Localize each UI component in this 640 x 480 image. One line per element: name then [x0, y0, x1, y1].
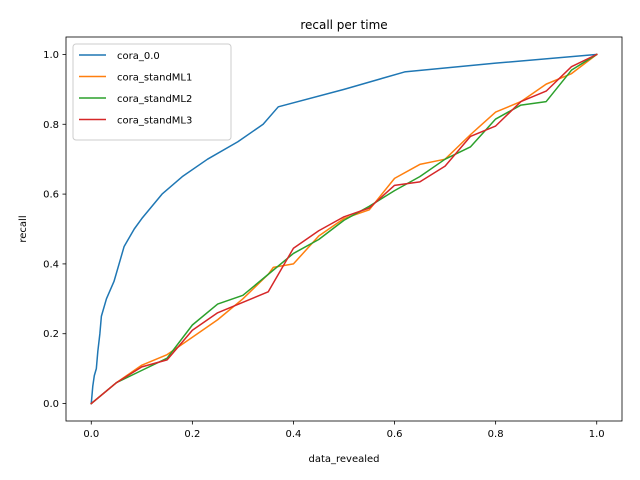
x-tick-label: 0.0	[83, 429, 99, 440]
legend-label: cora_0.0	[117, 51, 160, 62]
series-line-4	[90, 53, 598, 405]
axes: 0.0 0.2 0.4 0.6 0.8 1.0 0.0 0.2 0.4 0.6 0.8 1.0	[43, 36, 623, 440]
legend-box	[72, 43, 232, 141]
x-tick-label: 0.8	[488, 429, 504, 440]
chart-title: recall per time	[300, 18, 387, 32]
legend-label: cora_standML2	[117, 94, 192, 105]
legend: cora_0.0 cora_standML1 cora_standML2 cora_s…	[72, 43, 232, 141]
x-tick-label: 1.0	[589, 429, 605, 440]
legend-label: cora_standML3	[117, 116, 192, 127]
y-tick-label: 0.4	[43, 259, 59, 270]
y-axis-label: recall	[18, 215, 29, 242]
y-tick-label: 0.8	[43, 120, 59, 131]
legend-label: cora_standML1	[117, 73, 192, 84]
y-tick-label: 1.0	[43, 50, 59, 61]
y-tick-label: 0.6	[43, 190, 59, 201]
x-tick-label: 0.2	[184, 429, 200, 440]
series-lines	[90, 53, 598, 405]
series-line-1	[90, 53, 598, 405]
y-tick-label: 0.0	[43, 399, 59, 410]
y-tick-label: 0.2	[43, 329, 59, 340]
x-tick-label: 0.6	[387, 429, 403, 440]
x-axis-label: data_revealed	[308, 454, 379, 465]
x-tick-label: 0.4	[286, 429, 302, 440]
plot-frame	[65, 36, 623, 422]
